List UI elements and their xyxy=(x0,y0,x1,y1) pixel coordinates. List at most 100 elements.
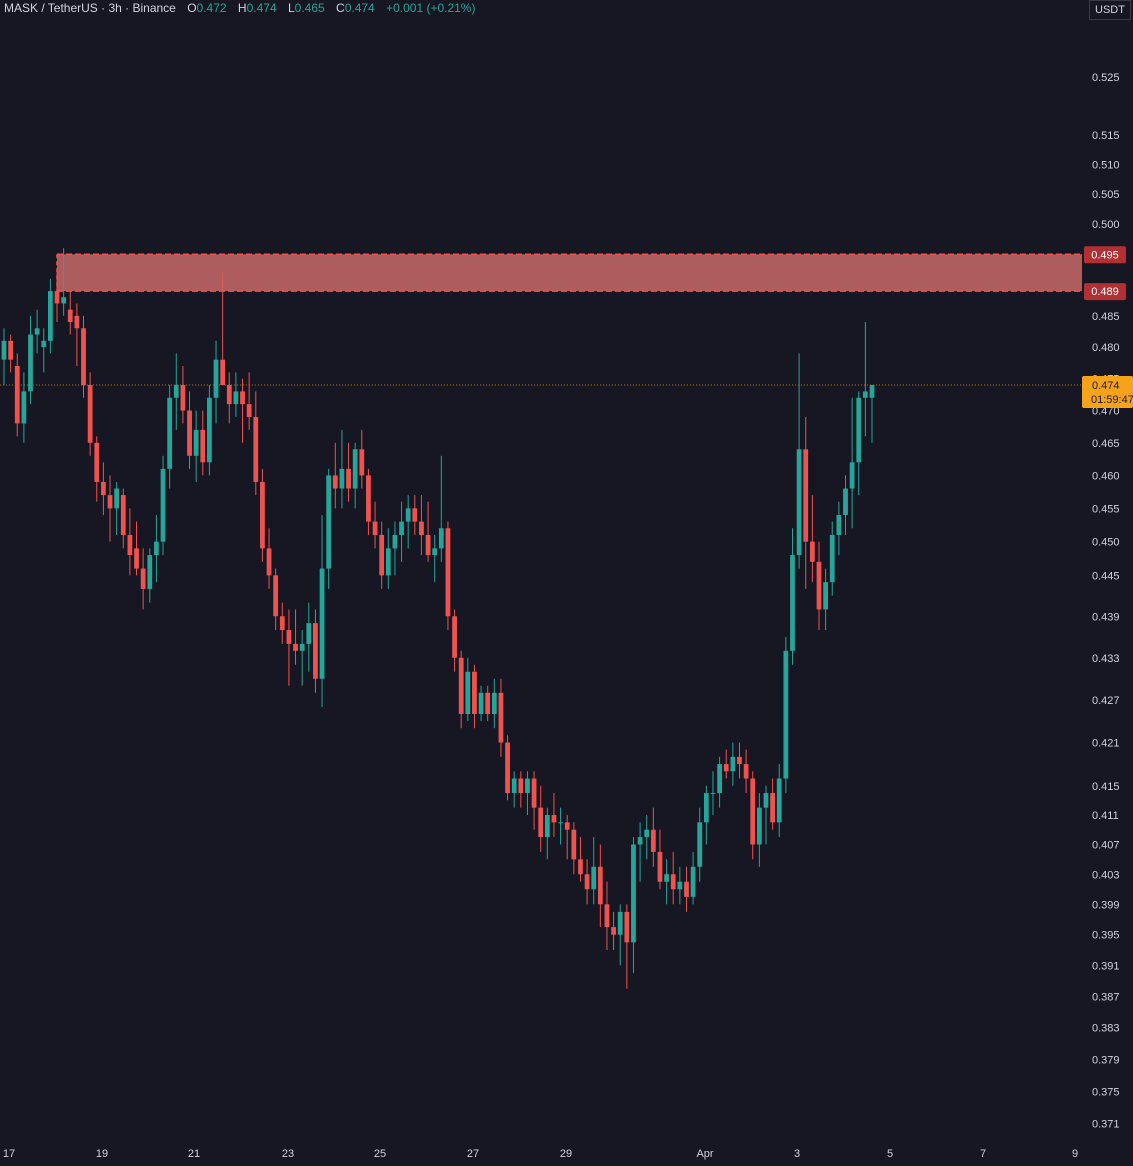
open-value: 0.472 xyxy=(196,1,227,15)
y-tick-label: 0.375 xyxy=(1092,1086,1120,1098)
candle-body xyxy=(180,384,186,411)
candle xyxy=(34,309,40,354)
y-tick-label: 0.403 xyxy=(1092,869,1120,881)
y-tick-label: 0.383 xyxy=(1092,1023,1120,1035)
candle-body xyxy=(200,429,206,463)
candle-body xyxy=(458,657,464,714)
candle xyxy=(637,822,643,882)
price-axis[interactable]: 0.525 0.515 0.510 0.505 0.500 0.495 0.489 0.485… xyxy=(1092,72,1120,1131)
candle xyxy=(677,866,683,905)
candle-body xyxy=(531,778,537,808)
x-tick-label: 9 xyxy=(1072,1148,1078,1160)
candles xyxy=(1,248,875,989)
candle xyxy=(697,807,703,882)
candle xyxy=(809,495,815,583)
candle-body xyxy=(657,851,663,882)
y-tick-label: 0.421 xyxy=(1092,738,1120,750)
candle-body xyxy=(352,449,358,489)
candle xyxy=(94,436,100,502)
candle-body xyxy=(525,778,530,794)
candle-body xyxy=(107,495,113,509)
y-tick-label: 0.505 xyxy=(1092,189,1120,201)
candle-body xyxy=(631,844,636,943)
candle xyxy=(346,442,351,502)
candle xyxy=(366,468,371,535)
candle-body xyxy=(843,488,848,515)
candle xyxy=(684,866,689,912)
candle-body xyxy=(472,671,477,714)
candle-body xyxy=(120,495,126,535)
candle-body xyxy=(1,340,7,360)
candle xyxy=(87,372,93,456)
candle xyxy=(425,501,431,562)
candle-body xyxy=(856,397,862,463)
candle-body xyxy=(226,384,232,405)
candle-body xyxy=(213,359,219,398)
candle xyxy=(260,468,265,562)
candle-body xyxy=(240,391,245,405)
high-label: H xyxy=(237,1,247,15)
candle-body xyxy=(425,534,431,556)
candle-body xyxy=(816,561,822,610)
candle-body xyxy=(869,384,875,398)
candle xyxy=(538,785,544,852)
candle xyxy=(213,340,219,424)
candle xyxy=(717,756,722,808)
candle-body xyxy=(505,742,510,794)
candle xyxy=(518,771,524,808)
countdown-text: 01:59:47 xyxy=(1091,394,1133,406)
candle-body xyxy=(94,442,100,482)
candle-body xyxy=(452,616,457,658)
candle xyxy=(154,514,159,583)
close-value: 0.474 xyxy=(344,1,375,15)
candle xyxy=(591,837,597,905)
candle-body xyxy=(849,462,855,489)
candle-body xyxy=(591,866,597,890)
candle xyxy=(776,764,782,838)
symbol-label: MASK / TetherUS · 3h · Binance xyxy=(4,1,176,15)
candle xyxy=(584,859,590,905)
candle-body xyxy=(717,764,722,794)
candle-body xyxy=(379,534,385,576)
resistance-zone xyxy=(56,253,1082,292)
candle xyxy=(564,814,570,860)
candle xyxy=(783,636,789,794)
candle-body xyxy=(697,822,703,867)
candle xyxy=(147,548,153,603)
candle xyxy=(134,521,139,576)
candle-body xyxy=(279,616,285,631)
candle xyxy=(743,749,749,794)
candle xyxy=(352,442,358,509)
candle xyxy=(61,248,67,316)
x-tick-label: 23 xyxy=(282,1148,294,1160)
symbol-header: MASK / TetherUS · 3h · Binance O0.472 H0… xyxy=(4,1,475,15)
candle xyxy=(664,859,669,905)
time-axis[interactable]: 17 19 21 23 25 27 29 Apr 3 5 7 9 xyxy=(3,1148,1078,1160)
currency-button[interactable]: USDT xyxy=(1089,0,1131,20)
candle-body xyxy=(114,488,120,509)
x-tick-label: 17 xyxy=(3,1148,15,1160)
candle xyxy=(14,353,20,437)
candle-body xyxy=(862,391,868,398)
candle xyxy=(200,410,206,476)
price-tags: 0.495 0.489 0.474 01:59:47 xyxy=(1082,246,1133,408)
candle-body xyxy=(770,793,775,823)
candle xyxy=(266,528,272,589)
candle-body xyxy=(670,874,676,890)
y-tick-label: 0.445 xyxy=(1092,570,1120,582)
candle-body xyxy=(87,384,93,443)
y-tick-label: 0.407 xyxy=(1092,839,1120,851)
candle-body xyxy=(220,359,226,385)
candle xyxy=(604,881,610,951)
candle xyxy=(644,814,650,860)
y-tick-label: 0.411 xyxy=(1092,810,1119,822)
candle xyxy=(1,328,7,385)
candle xyxy=(849,397,855,529)
candle xyxy=(273,568,279,631)
candle xyxy=(41,328,47,373)
candle xyxy=(737,742,742,779)
candle-body xyxy=(54,291,60,304)
y-tick-label: 0.371 xyxy=(1092,1119,1120,1131)
